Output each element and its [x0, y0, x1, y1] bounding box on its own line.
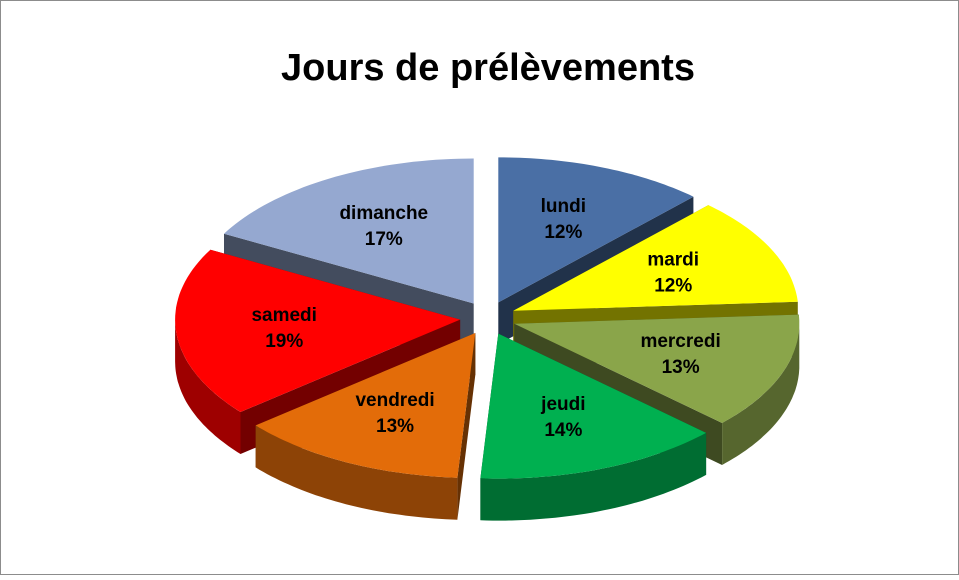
- slice-label: vendredi: [355, 390, 434, 411]
- slice-side: [255, 425, 458, 520]
- slice-label: dimanche: [339, 203, 428, 224]
- slice: [255, 333, 476, 478]
- slice-side: [175, 319, 241, 454]
- slice: [498, 157, 694, 303]
- chart-title: Jours de prélèvements: [281, 47, 695, 89]
- slice: [514, 314, 800, 423]
- slice-value-label: 13%: [662, 357, 700, 378]
- slice: [175, 249, 461, 412]
- pie-tops: [175, 157, 800, 479]
- slice-label: jeudi: [540, 394, 585, 415]
- slice-label: mardi: [647, 250, 699, 271]
- pie-labels: lundi 12% mardi 12% mercredi 13% jeudi 14% vendr…: [251, 196, 720, 441]
- slice-value-label: 14%: [544, 420, 582, 441]
- slice-value-label: 12%: [654, 276, 692, 297]
- slice-side: [480, 432, 707, 521]
- slice-cut-face: [457, 333, 476, 520]
- slice-value-label: 13%: [376, 416, 414, 437]
- slice-label: samedi: [251, 305, 316, 326]
- slice: [224, 158, 474, 304]
- slice: [513, 205, 798, 311]
- slice-label: lundi: [541, 196, 586, 217]
- slice-value-label: 12%: [544, 222, 582, 243]
- slice-label: mercredi: [640, 331, 720, 352]
- slice-value-label: 19%: [265, 331, 303, 352]
- slice-side: [722, 323, 800, 465]
- slice: [480, 333, 707, 479]
- slice-value-label: 17%: [365, 229, 403, 250]
